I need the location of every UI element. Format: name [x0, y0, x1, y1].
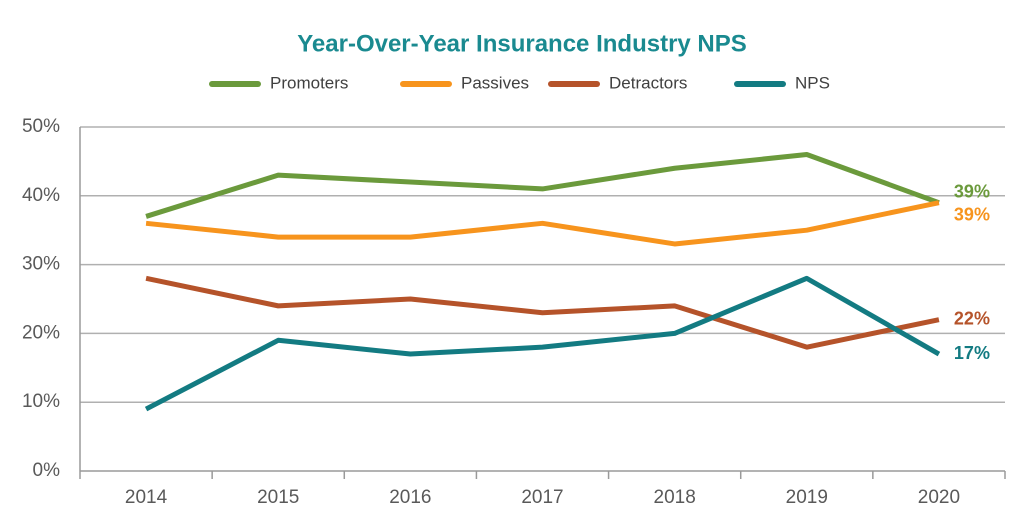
chart-title: Year-Over-Year Insurance Industry NPS	[297, 30, 747, 57]
series-line	[145, 275, 940, 350]
y-tick-label: 50%	[22, 116, 60, 137]
data-label: 22%	[954, 308, 990, 328]
y-tick-label: 0%	[33, 460, 61, 481]
x-tick-label: 2018	[654, 487, 696, 508]
x-tick-label: 2020	[918, 487, 960, 508]
x-tick-label: 2016	[389, 487, 431, 508]
x-tick-label: 2017	[521, 487, 563, 508]
series-line	[144, 275, 941, 412]
x-tick-label: 2014	[125, 487, 168, 508]
legend-label: NPS	[795, 73, 830, 92]
data-label: 39%	[954, 181, 990, 201]
data-label: 39%	[954, 204, 990, 224]
y-tick-label: 40%	[22, 185, 60, 206]
legend-label: Detractors	[609, 73, 687, 92]
data-label: 17%	[954, 343, 990, 363]
legend-label: Promoters	[270, 73, 348, 92]
x-tick-label: 2015	[257, 487, 299, 508]
series-line	[145, 152, 940, 219]
series-line	[145, 200, 940, 247]
y-tick-label: 30%	[22, 254, 60, 275]
legend-label: Passives	[461, 73, 529, 92]
y-tick-label: 20%	[22, 322, 60, 343]
x-tick-label: 2019	[786, 487, 828, 508]
y-tick-label: 10%	[22, 391, 60, 412]
